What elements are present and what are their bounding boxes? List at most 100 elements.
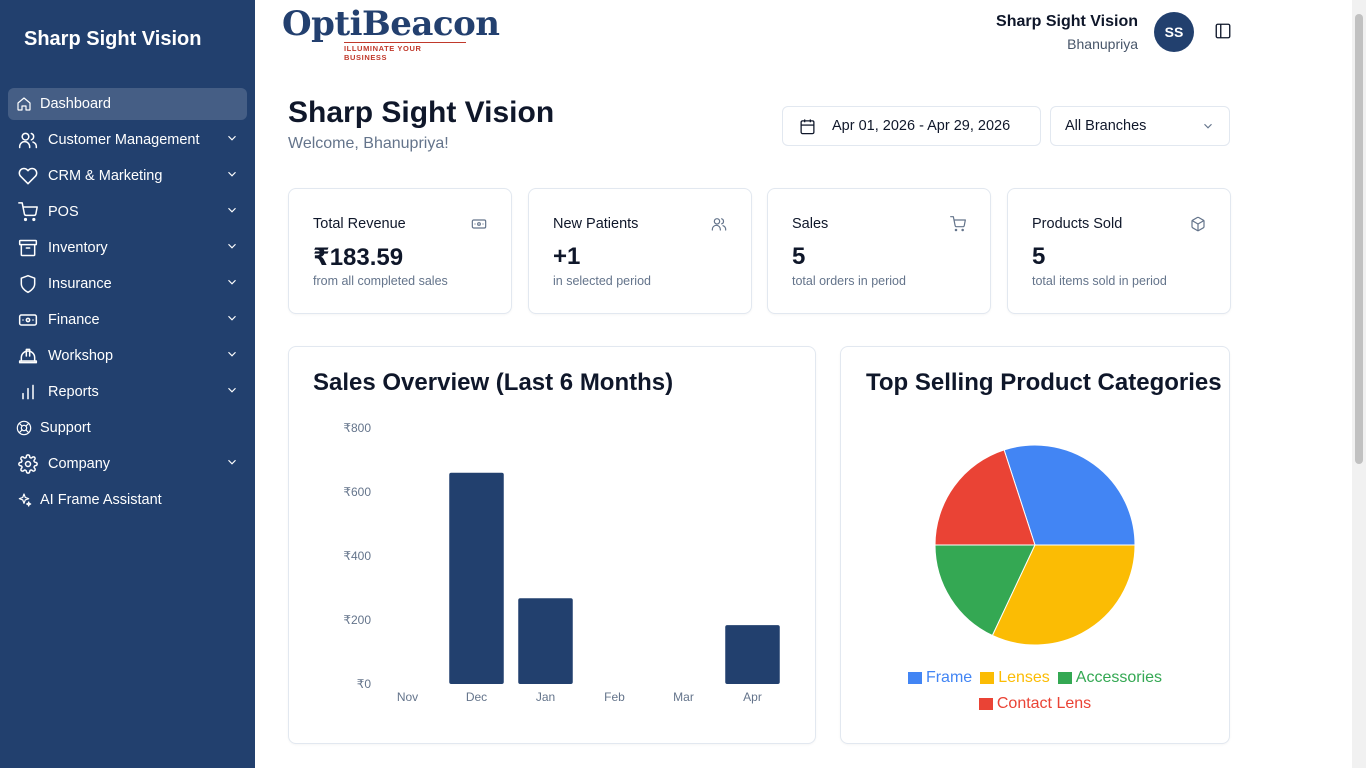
- stat-subtitle: total orders in period: [792, 274, 906, 288]
- y-tick-label: ₹0: [357, 677, 372, 691]
- scrollbar-thumb[interactable]: [1355, 14, 1363, 464]
- avatar[interactable]: SS: [1154, 12, 1194, 52]
- sidebar-brand: Sharp Sight Vision: [24, 28, 202, 50]
- user-subtitle: Bhanupriya: [1067, 36, 1138, 52]
- legend-item-contact-lens[interactable]: Contact Lens: [978, 692, 1091, 716]
- chevron-down-icon: [225, 131, 239, 149]
- stat-value: 5: [792, 243, 806, 270]
- legend-label: Accessories: [1075, 669, 1163, 686]
- chevron-down-icon: [1204, 123, 1212, 129]
- chevron-down-icon: [225, 347, 239, 365]
- logo-text: OptiBeacon: [282, 4, 500, 44]
- chevron-down-icon: [225, 203, 239, 221]
- pie-slice-frame[interactable]: [1003, 444, 1136, 546]
- cart-icon: [16, 200, 40, 224]
- cart-icon: [950, 216, 966, 232]
- sidebar-item-label: Finance: [48, 312, 100, 328]
- chevron-down-icon: [225, 167, 239, 185]
- chevron-down-icon: [225, 455, 239, 473]
- user-name: Sharp Sight Vision: [996, 13, 1138, 30]
- sidebar-item-workshop[interactable]: Workshop: [8, 340, 247, 372]
- x-tick-label: Nov: [397, 690, 418, 704]
- sidebar-item-finance[interactable]: Finance: [8, 304, 247, 336]
- legend-label: Lenses: [998, 669, 1050, 686]
- stat-card-total-revenue: Total Revenue ₹183.59 from all completed s…: [288, 188, 512, 314]
- sidebar-item-reports[interactable]: Reports: [8, 376, 247, 408]
- sidebar-item-label: Reports: [48, 384, 99, 400]
- stat-title: Products Sold: [1032, 216, 1123, 232]
- y-tick-label: ₹800: [343, 421, 371, 435]
- bar-apr[interactable]: [725, 625, 780, 684]
- top-categories-title: Top Selling Product Categories: [866, 369, 1222, 396]
- pie-slice-contact-lens[interactable]: [934, 449, 1036, 546]
- page-title: Sharp Sight Vision: [288, 96, 555, 129]
- pie-slice-lenses[interactable]: [991, 544, 1136, 646]
- branch-select[interactable]: All Branches: [1050, 106, 1230, 146]
- legend-swatch: [980, 672, 995, 684]
- bar-dec[interactable]: [449, 472, 504, 684]
- sidebar-item-dashboard[interactable]: Dashboard: [8, 88, 247, 120]
- sidebar-item-label: CRM & Marketing: [48, 168, 163, 184]
- y-tick-label: ₹400: [343, 549, 371, 563]
- top-categories-card: Top Selling Product Categories Frame Lens…: [840, 346, 1230, 744]
- pie-slice-accessories[interactable]: [934, 544, 1036, 637]
- x-tick-label: Mar: [673, 690, 694, 704]
- bar-jan[interactable]: [518, 598, 573, 684]
- stat-card-sales: Sales 5 total orders in period: [767, 188, 991, 314]
- calendar-icon: [800, 118, 815, 134]
- page-scrollbar[interactable]: [1352, 0, 1366, 768]
- stat-card-new-patients: New Patients +1 in selected period: [528, 188, 752, 314]
- x-tick-label: Jan: [536, 690, 555, 704]
- sales-overview-card: Sales Overview (Last 6 Months) ₹0 ₹200 ₹40…: [288, 346, 816, 744]
- pie-legend: Frame Lenses Accessories Contact Lens: [841, 666, 1229, 718]
- stat-value: ₹183.59: [313, 244, 404, 271]
- users-icon: [711, 216, 727, 232]
- sidebar-item-customer-management[interactable]: Customer Management: [8, 124, 247, 156]
- heart-icon: [16, 164, 40, 188]
- sidebar-item-pos[interactable]: POS: [8, 196, 247, 228]
- sidebar-item-label: Company: [48, 456, 111, 472]
- sidebar-item-label: Support: [40, 420, 91, 436]
- sidebar: Sharp Sight Vision Dashboard Customer Man…: [0, 0, 255, 768]
- sidebar-item-label: Dashboard: [40, 96, 111, 112]
- sidebar-item-support[interactable]: Support: [8, 412, 247, 444]
- sidebar-item-company[interactable]: Company: [8, 448, 247, 480]
- gear-icon: [16, 452, 40, 476]
- stat-title: Total Revenue: [313, 216, 406, 232]
- bar-chart-icon: [16, 380, 40, 404]
- legend-item-frame[interactable]: Frame: [907, 666, 972, 690]
- sidebar-item-label: Customer Management: [48, 132, 200, 148]
- date-range-picker[interactable]: Apr 01, 2026 - Apr 29, 2026: [782, 106, 1041, 146]
- stat-value: 5: [1032, 243, 1046, 270]
- legend-item-accessories[interactable]: Accessories: [1057, 666, 1163, 690]
- banknote-icon: [471, 216, 487, 232]
- legend-swatch: [907, 672, 922, 684]
- stat-value: +1: [553, 243, 581, 270]
- sidebar-item-inventory[interactable]: Inventory: [8, 232, 247, 264]
- sidebar-item-label: Workshop: [48, 348, 114, 364]
- sparkles-icon: [16, 488, 32, 512]
- stat-subtitle: from all completed sales: [313, 274, 448, 288]
- lifebuoy-icon: [16, 416, 32, 440]
- sidebar-item-crm-marketing[interactable]: CRM & Marketing: [8, 160, 247, 192]
- package-icon: [1190, 216, 1206, 232]
- home-icon: [16, 92, 32, 116]
- sidebar-nav: Dashboard Customer Management CRM & Market…: [8, 88, 247, 520]
- stat-subtitle: total items sold in period: [1032, 274, 1167, 288]
- legend-item-lenses[interactable]: Lenses: [980, 666, 1050, 690]
- branch-select-value: All Branches: [1065, 118, 1147, 134]
- panel-toggle-icon[interactable]: [1214, 22, 1234, 42]
- sidebar-item-insurance[interactable]: Insurance: [8, 268, 247, 300]
- chevron-down-icon: [225, 239, 239, 257]
- app-logo[interactable]: OptiBeacon ILLUMINATE YOUR BUSINESS: [282, 6, 500, 62]
- x-tick-label: Apr: [743, 690, 762, 704]
- chevron-down-icon: [225, 311, 239, 329]
- stat-title: New Patients: [553, 216, 639, 232]
- logo-tagline: ILLUMINATE YOUR BUSINESS: [344, 42, 466, 62]
- categories-pie-chart: [934, 444, 1136, 646]
- y-tick-label: ₹200: [343, 613, 371, 627]
- x-tick-label: Dec: [466, 690, 487, 704]
- page-subtitle: Welcome, Bhanupriya!: [288, 135, 449, 152]
- sidebar-item-ai-frame-assistant[interactable]: AI Frame Assistant: [8, 484, 247, 516]
- stat-card-products-sold: Products Sold 5 total items sold in period: [1007, 188, 1231, 314]
